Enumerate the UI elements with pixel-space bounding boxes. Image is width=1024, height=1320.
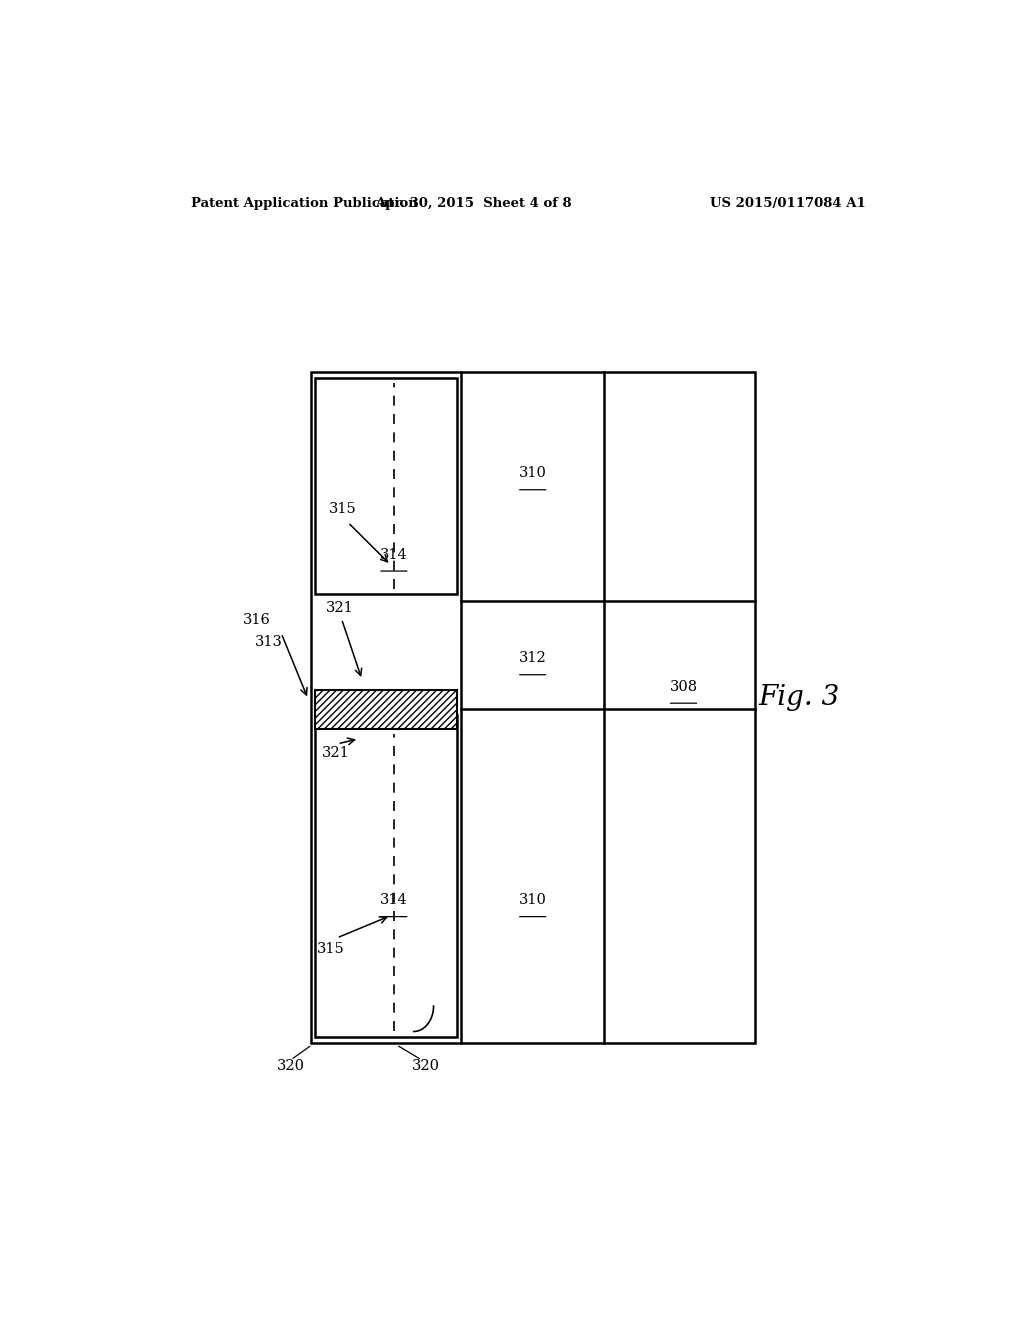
Text: 312: 312 — [519, 652, 547, 665]
Text: 310: 310 — [519, 466, 547, 480]
Text: 320: 320 — [412, 1059, 439, 1073]
Text: Fig. 3: Fig. 3 — [758, 684, 840, 710]
Text: 316: 316 — [243, 612, 270, 627]
Text: 322: 322 — [356, 701, 384, 715]
Text: 321: 321 — [326, 601, 353, 615]
Text: 308: 308 — [670, 680, 697, 694]
Text: 321: 321 — [323, 746, 350, 760]
Text: 313: 313 — [255, 635, 284, 649]
Text: 314: 314 — [380, 894, 408, 907]
Text: Apr. 30, 2015  Sheet 4 of 8: Apr. 30, 2015 Sheet 4 of 8 — [375, 197, 571, 210]
Text: 320: 320 — [276, 1059, 305, 1073]
Text: Patent Application Publication: Patent Application Publication — [191, 197, 418, 210]
Text: 310: 310 — [519, 894, 547, 907]
Text: US 2015/0117084 A1: US 2015/0117084 A1 — [711, 197, 866, 210]
Text: 315: 315 — [329, 502, 356, 516]
Text: 315: 315 — [317, 942, 345, 956]
Text: 314: 314 — [380, 548, 408, 562]
Bar — [315, 690, 457, 729]
